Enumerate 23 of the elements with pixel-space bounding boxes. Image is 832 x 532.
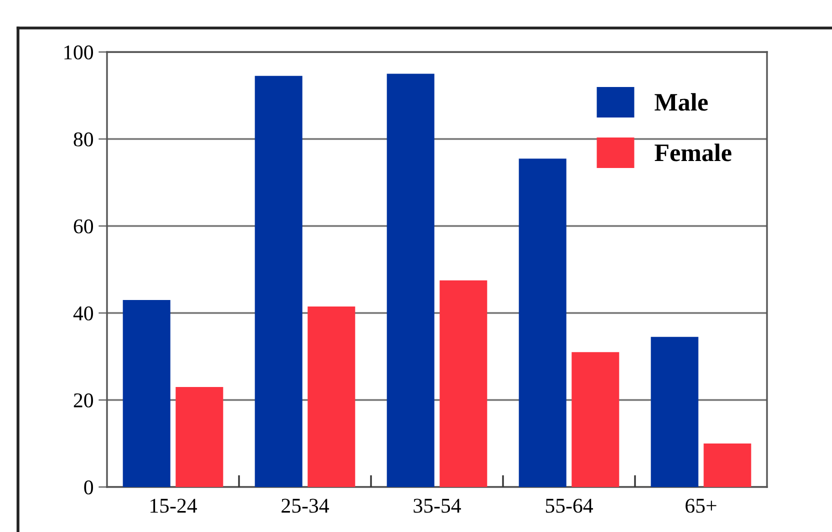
- y-tick-label: 100: [64, 45, 94, 60]
- bar: [386, 74, 434, 487]
- y-tick-label: 40: [73, 306, 94, 320]
- bar: [176, 386, 224, 487]
- bar: [308, 306, 356, 487]
- bar: [704, 444, 752, 487]
- y-tick-label: 20: [74, 393, 94, 408]
- y-tick-label: 60: [74, 219, 94, 234]
- bar: [440, 280, 488, 487]
- legend-label: Female: [654, 144, 732, 162]
- x-tick-label: 15-24: [150, 498, 197, 513]
- bar: [254, 76, 302, 487]
- y-tick-label: 0: [84, 480, 94, 494]
- bar: [650, 336, 698, 487]
- bar: [572, 352, 620, 487]
- bar: [122, 300, 170, 487]
- x-tick-label: 55-64: [546, 498, 593, 513]
- x-tick-label: 35-54: [414, 498, 461, 513]
- bar: [518, 158, 566, 487]
- x-tick-label: 65+: [686, 498, 716, 513]
- x-tick-label: 25-34: [282, 498, 329, 513]
- legend-label: Male: [654, 93, 708, 111]
- y-tick-label: 80: [74, 132, 94, 146]
